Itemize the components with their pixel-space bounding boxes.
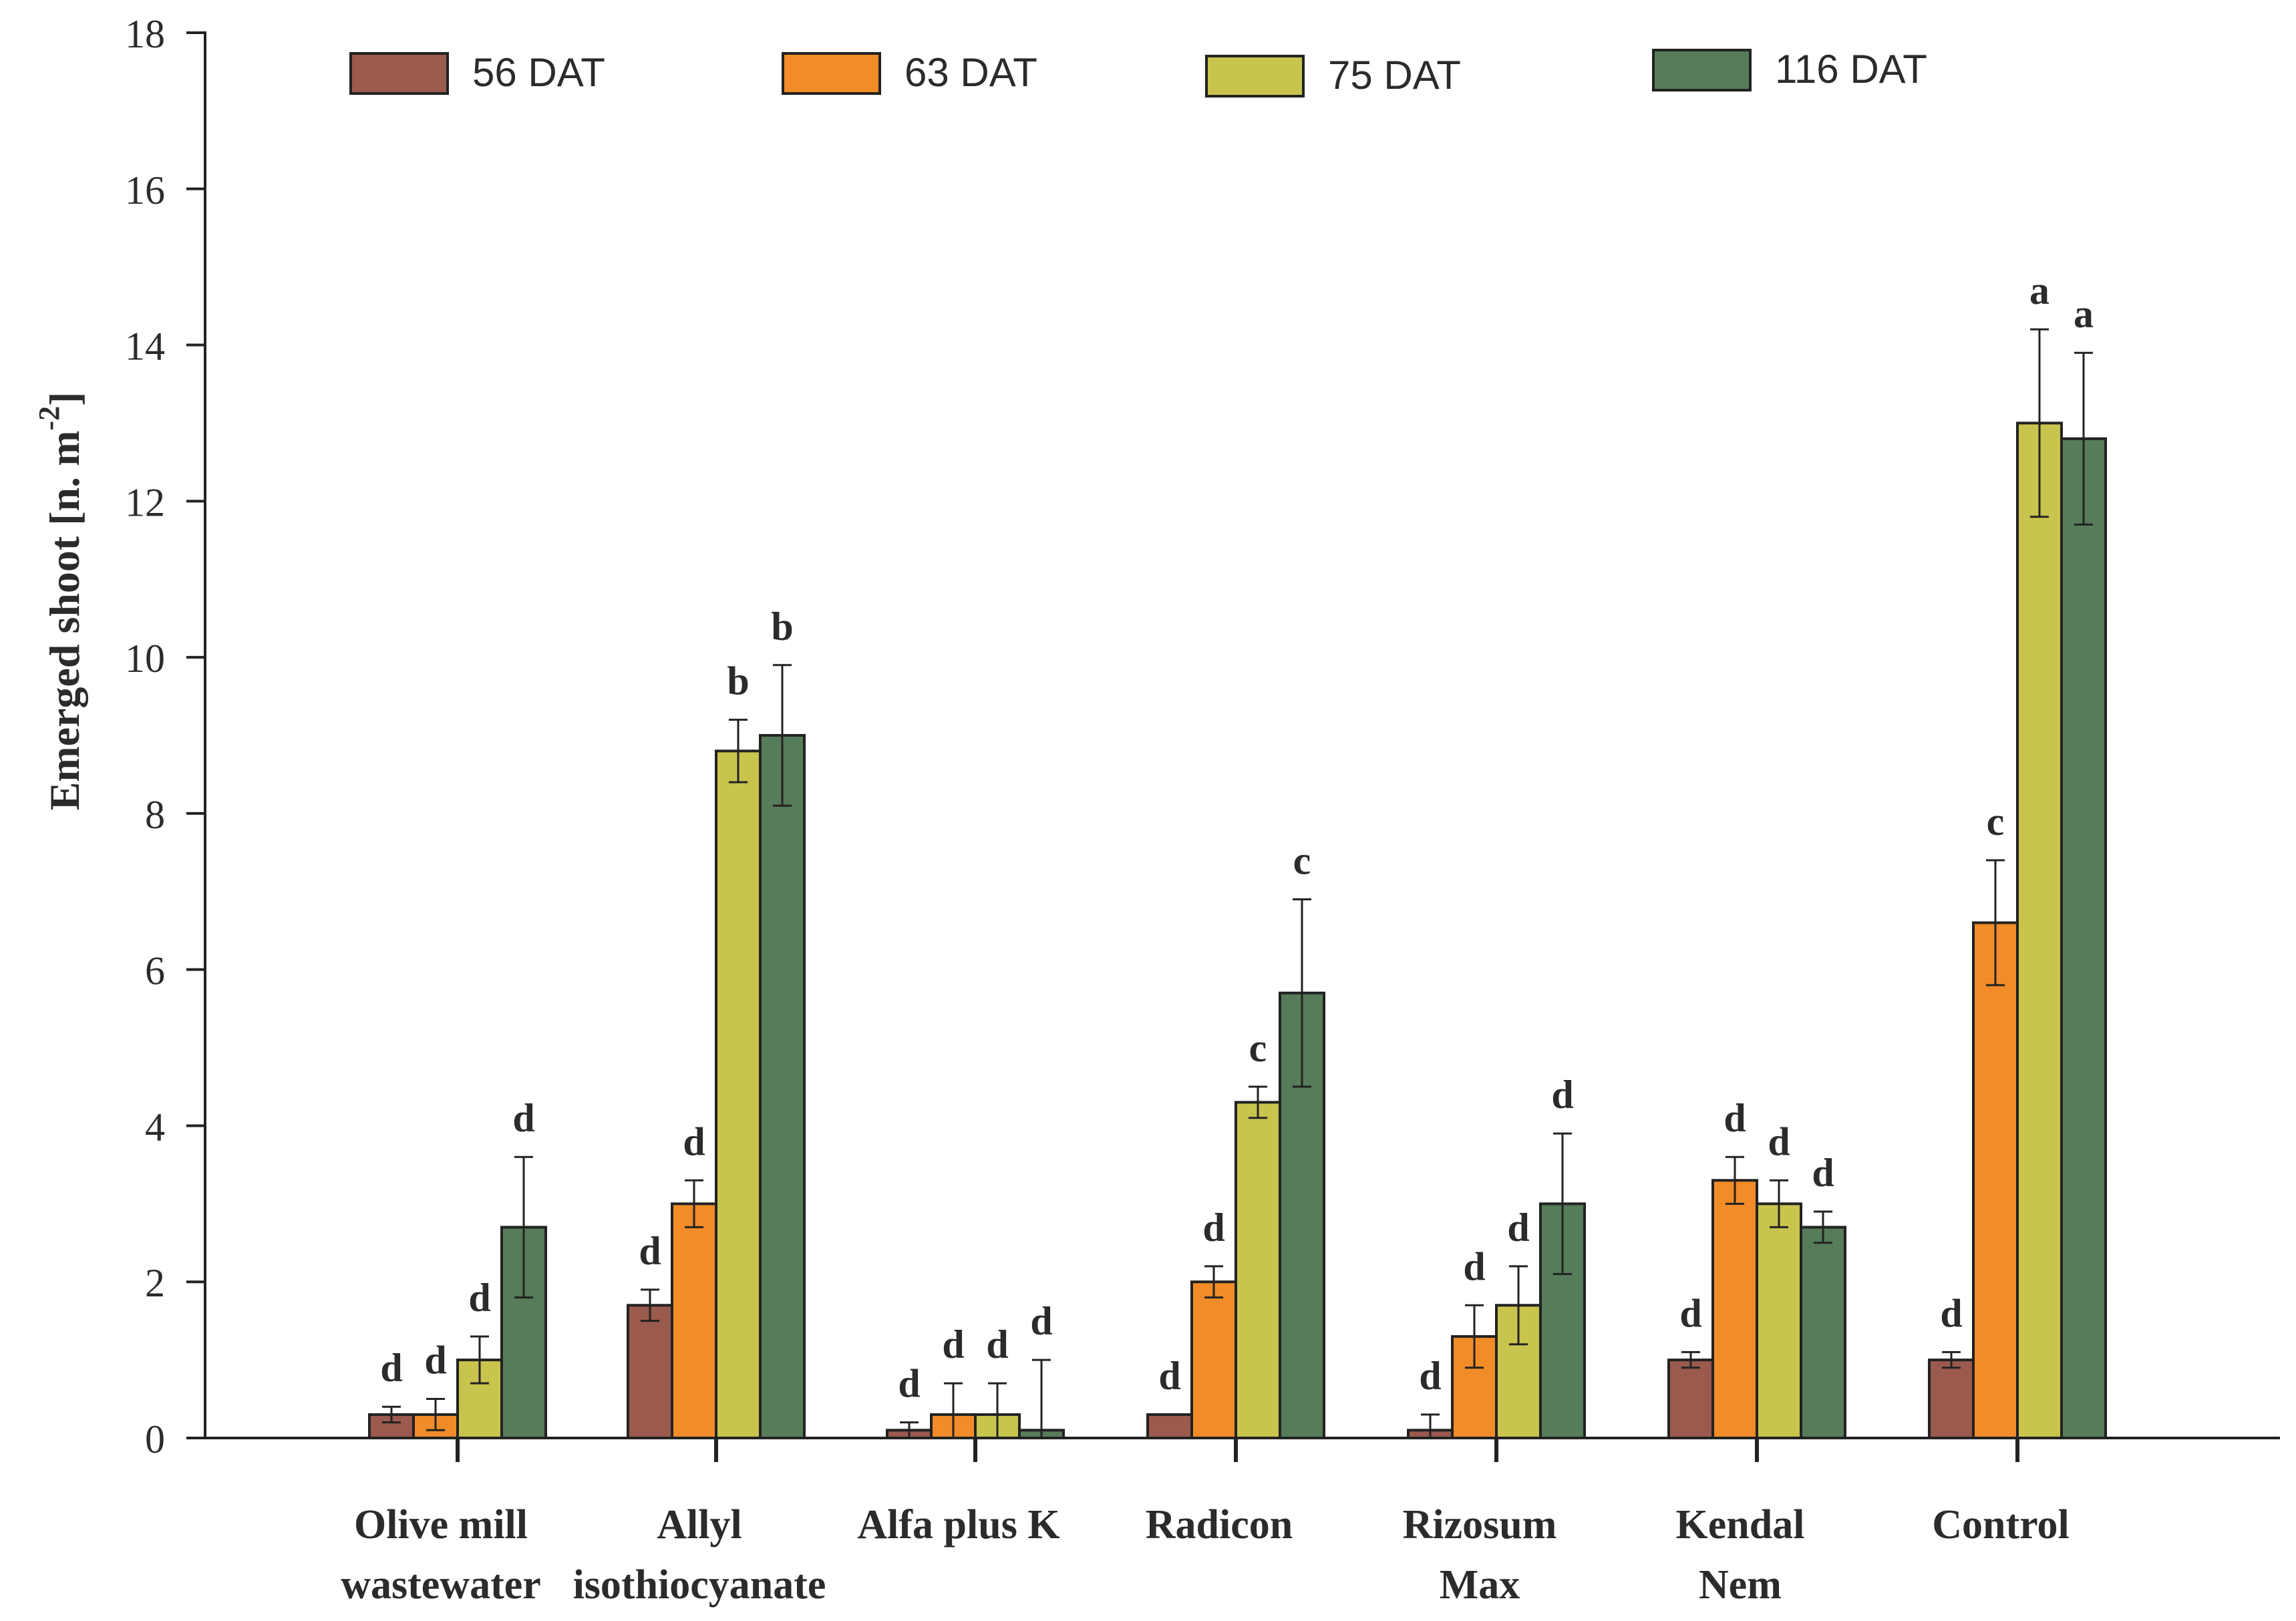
significance-letter: c xyxy=(1249,1026,1267,1070)
significance-letter: b xyxy=(771,604,793,649)
x-category-label: Max xyxy=(1440,1562,1520,1608)
legend-swatch xyxy=(1205,55,1305,98)
significance-letter: d xyxy=(1202,1206,1224,1250)
significance-letter: d xyxy=(1551,1073,1573,1117)
y-tick-label: 16 xyxy=(125,168,165,212)
significance-letter: d xyxy=(683,1119,705,1163)
bar xyxy=(1190,1280,1237,1439)
bar xyxy=(1146,1413,1193,1440)
legend-swatch xyxy=(349,52,449,95)
y-tick-label: 12 xyxy=(125,480,165,524)
error-bars-layer xyxy=(382,328,2093,1439)
significance-letter: d xyxy=(424,1338,446,1383)
x-category-label: isothiocyanate xyxy=(573,1562,826,1608)
x-category-label: Kendal xyxy=(1676,1502,1805,1548)
significance-letter: c xyxy=(1293,838,1311,882)
bar xyxy=(759,734,806,1439)
y-tick-label: 18 xyxy=(125,12,165,56)
bars-layer xyxy=(368,421,2107,1440)
y-tick-label: 10 xyxy=(125,637,165,681)
significance-letter: d xyxy=(1768,1119,1790,1163)
y-tick-label: 14 xyxy=(125,325,165,369)
significance-letter: d xyxy=(512,1096,534,1140)
significance-letter: d xyxy=(898,1362,920,1406)
bar xyxy=(1667,1359,1714,1439)
y-tick-label: 8 xyxy=(145,793,165,837)
x-category-label: Nem xyxy=(1699,1562,1782,1608)
significance-letter: d xyxy=(639,1229,661,1273)
significance-letter: b xyxy=(727,659,749,703)
legend-label: 75 DAT xyxy=(1328,53,1461,98)
y-tick-label: 4 xyxy=(145,1105,165,1149)
bar xyxy=(1711,1179,1758,1440)
bar xyxy=(627,1304,673,1440)
legend-label: 116 DAT xyxy=(1775,47,1927,92)
y-axis-title-main: Emerged shoot [n. m xyxy=(41,431,88,811)
bar xyxy=(1756,1202,1802,1440)
significance-letter: d xyxy=(942,1322,964,1367)
x-category-label: Allyl xyxy=(657,1502,742,1548)
legend-swatch xyxy=(782,52,881,95)
significance-letter: c xyxy=(1987,799,2005,844)
significance-letter: d xyxy=(1419,1354,1441,1398)
significance-letter: d xyxy=(1158,1354,1180,1398)
axes-layer: 0 2 4 6 8 10 12 14 16 18 Emerged shoot [n. m-2] Oli… xyxy=(33,12,2280,1608)
x-category-label: Radicon xyxy=(1146,1502,1293,1548)
significance-letter: a xyxy=(2029,268,2049,313)
x-category-label: Alfa plus K xyxy=(857,1502,1059,1548)
y-tick-label: 2 xyxy=(145,1261,165,1305)
bar xyxy=(715,749,762,1439)
significance-letter: a xyxy=(2074,292,2094,336)
legend-label: 56 DAT xyxy=(472,50,605,95)
significance-letter: d xyxy=(1724,1096,1746,1140)
legend-label: 63 DAT xyxy=(905,50,1037,95)
bar xyxy=(2016,421,2063,1439)
significance-letter: d xyxy=(1463,1244,1485,1288)
bar xyxy=(671,1202,717,1440)
y-axis-title-superscript: -2 xyxy=(33,406,65,431)
legend-swatch xyxy=(1652,49,1752,92)
bar xyxy=(1972,921,2019,1439)
x-category-label: Rizosum xyxy=(1403,1502,1557,1548)
significance-letter: d xyxy=(1940,1291,1962,1335)
y-tick-label: 6 xyxy=(145,949,165,993)
bar xyxy=(1235,1101,1281,1440)
significance-letter: d xyxy=(986,1322,1008,1367)
bar xyxy=(1800,1226,1846,1440)
legend: 56 DAT 63 DAT 75 DAT 116 DAT xyxy=(349,47,1927,98)
y-axis-title-close: ] xyxy=(41,392,88,406)
x-category-label: wastewater xyxy=(341,1562,541,1608)
x-category-label: Control xyxy=(1932,1502,2070,1548)
significance-letter: d xyxy=(1812,1151,1834,1195)
significance-letter: d xyxy=(1679,1291,1701,1335)
y-tick-label: 0 xyxy=(145,1417,165,1461)
significance-letter: d xyxy=(468,1276,490,1320)
bar xyxy=(1928,1359,1975,1439)
significance-letter: d xyxy=(1507,1206,1529,1250)
bar xyxy=(2060,437,2107,1439)
y-axis-title: Emerged shoot [n. m-2] xyxy=(33,392,88,811)
x-category-label: Olive mill xyxy=(354,1502,528,1548)
significance-letter: d xyxy=(1030,1299,1052,1343)
significance-letter: d xyxy=(380,1346,402,1390)
